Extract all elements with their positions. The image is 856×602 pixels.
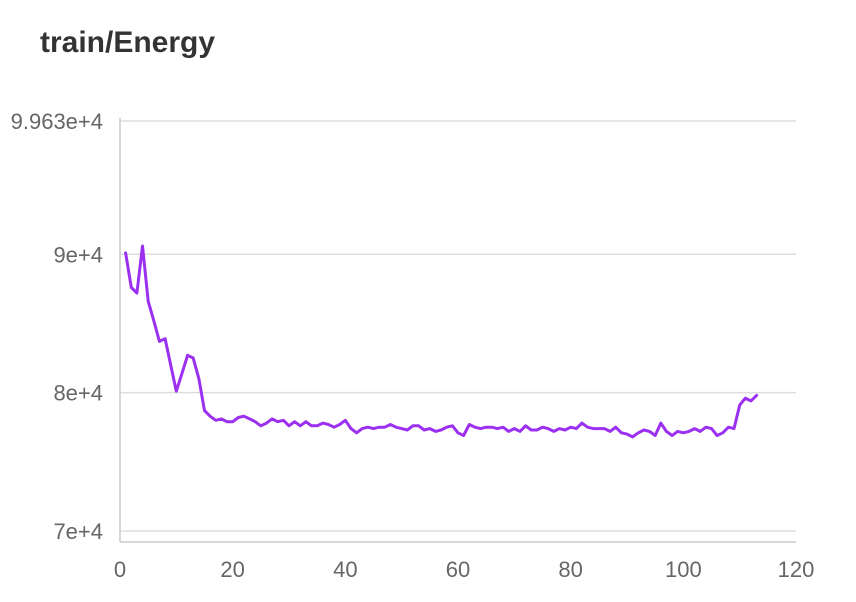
y-tick-label: 7e+4 <box>53 519 103 544</box>
x-tick-label: 60 <box>446 557 470 582</box>
x-tick-label: 0 <box>114 557 126 582</box>
x-tick-label: 100 <box>665 557 702 582</box>
x-tick-label: 40 <box>333 557 357 582</box>
axes <box>119 118 796 543</box>
y-tick-label: 9e+4 <box>53 242 103 267</box>
x-tick-label: 20 <box>220 557 244 582</box>
series-line <box>124 244 759 439</box>
plot-area <box>124 244 759 439</box>
chart-title: train/Energy <box>40 26 216 59</box>
x-tick-label: 120 <box>778 557 815 582</box>
y-tick-labels: 7e+4 8e+4 9e+4 9.963e+4 <box>11 109 103 544</box>
x-tick-label: 80 <box>558 557 582 582</box>
x-tick-labels: 0 20 40 60 80 100 120 <box>114 557 814 582</box>
gridlines <box>120 120 796 532</box>
y-tick-label: 9.963e+4 <box>11 109 103 134</box>
y-tick-label: 8e+4 <box>53 381 103 406</box>
